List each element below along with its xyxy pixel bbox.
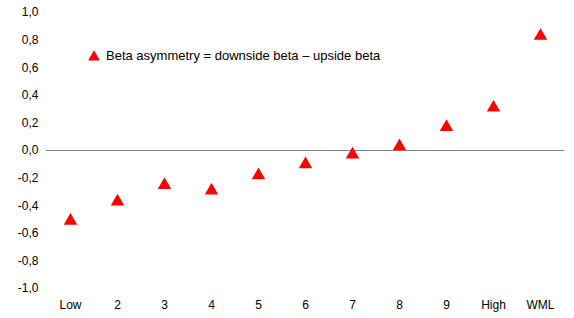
svg-text:0,8: 0,8	[22, 33, 39, 47]
svg-text:-1,0: -1,0	[18, 281, 39, 295]
svg-text:7: 7	[349, 298, 356, 312]
svg-text:WML: WML	[527, 298, 555, 312]
svg-text:2: 2	[114, 298, 121, 312]
svg-text:-0,4: -0,4	[18, 199, 39, 213]
svg-text:8: 8	[396, 298, 403, 312]
svg-text:0,0: 0,0	[22, 143, 39, 157]
svg-text:0,2: 0,2	[22, 116, 39, 130]
svg-text:5: 5	[255, 298, 262, 312]
svg-text:4: 4	[208, 298, 215, 312]
svg-text:High: High	[481, 298, 506, 312]
svg-text:-0,6: -0,6	[18, 226, 39, 240]
svg-text:Low: Low	[59, 298, 81, 312]
svg-text:6: 6	[302, 298, 309, 312]
svg-text:-0,8: -0,8	[18, 254, 39, 268]
svg-text:9: 9	[443, 298, 450, 312]
svg-text:-0,2: -0,2	[18, 171, 39, 185]
html-text:Beta asymmetry = downside beta: Beta asymmetry = downside beta – upside …	[106, 48, 381, 63]
svg-text:0,4: 0,4	[22, 88, 39, 102]
svg-text:1,0: 1,0	[22, 5, 39, 19]
svg-text:0,6: 0,6	[22, 61, 39, 75]
svg-text:3: 3	[161, 298, 168, 312]
